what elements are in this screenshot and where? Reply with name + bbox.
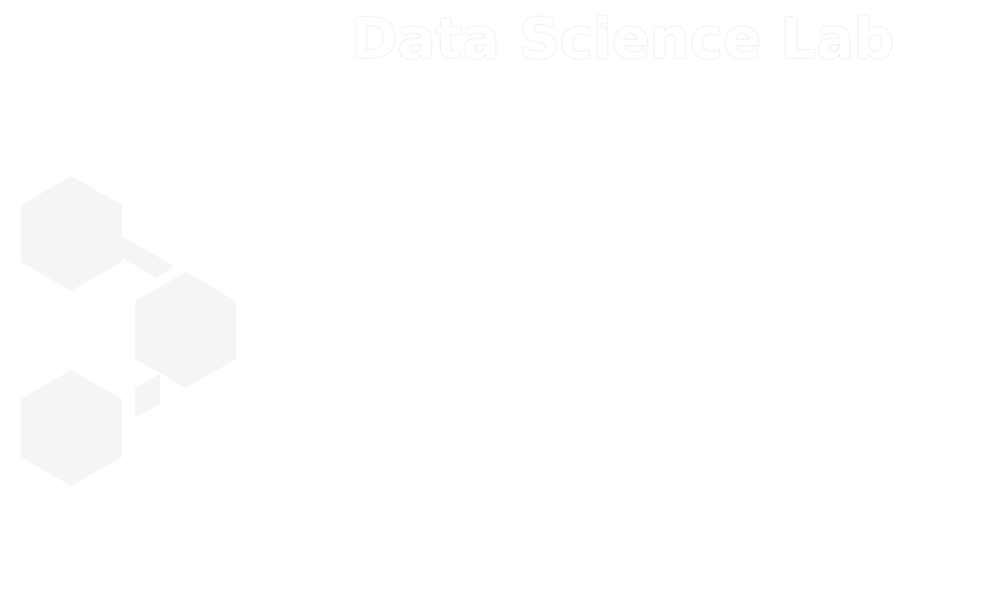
brand-wordmark: Data Science Lab [351, 7, 895, 72]
top-hexagon [21, 176, 122, 291]
hexagon-cluster-icon [21, 176, 236, 486]
middle-hexagon [135, 272, 236, 388]
upper-connector [122, 236, 174, 278]
lower-connector [135, 374, 160, 418]
bottom-hexagon [21, 370, 122, 486]
